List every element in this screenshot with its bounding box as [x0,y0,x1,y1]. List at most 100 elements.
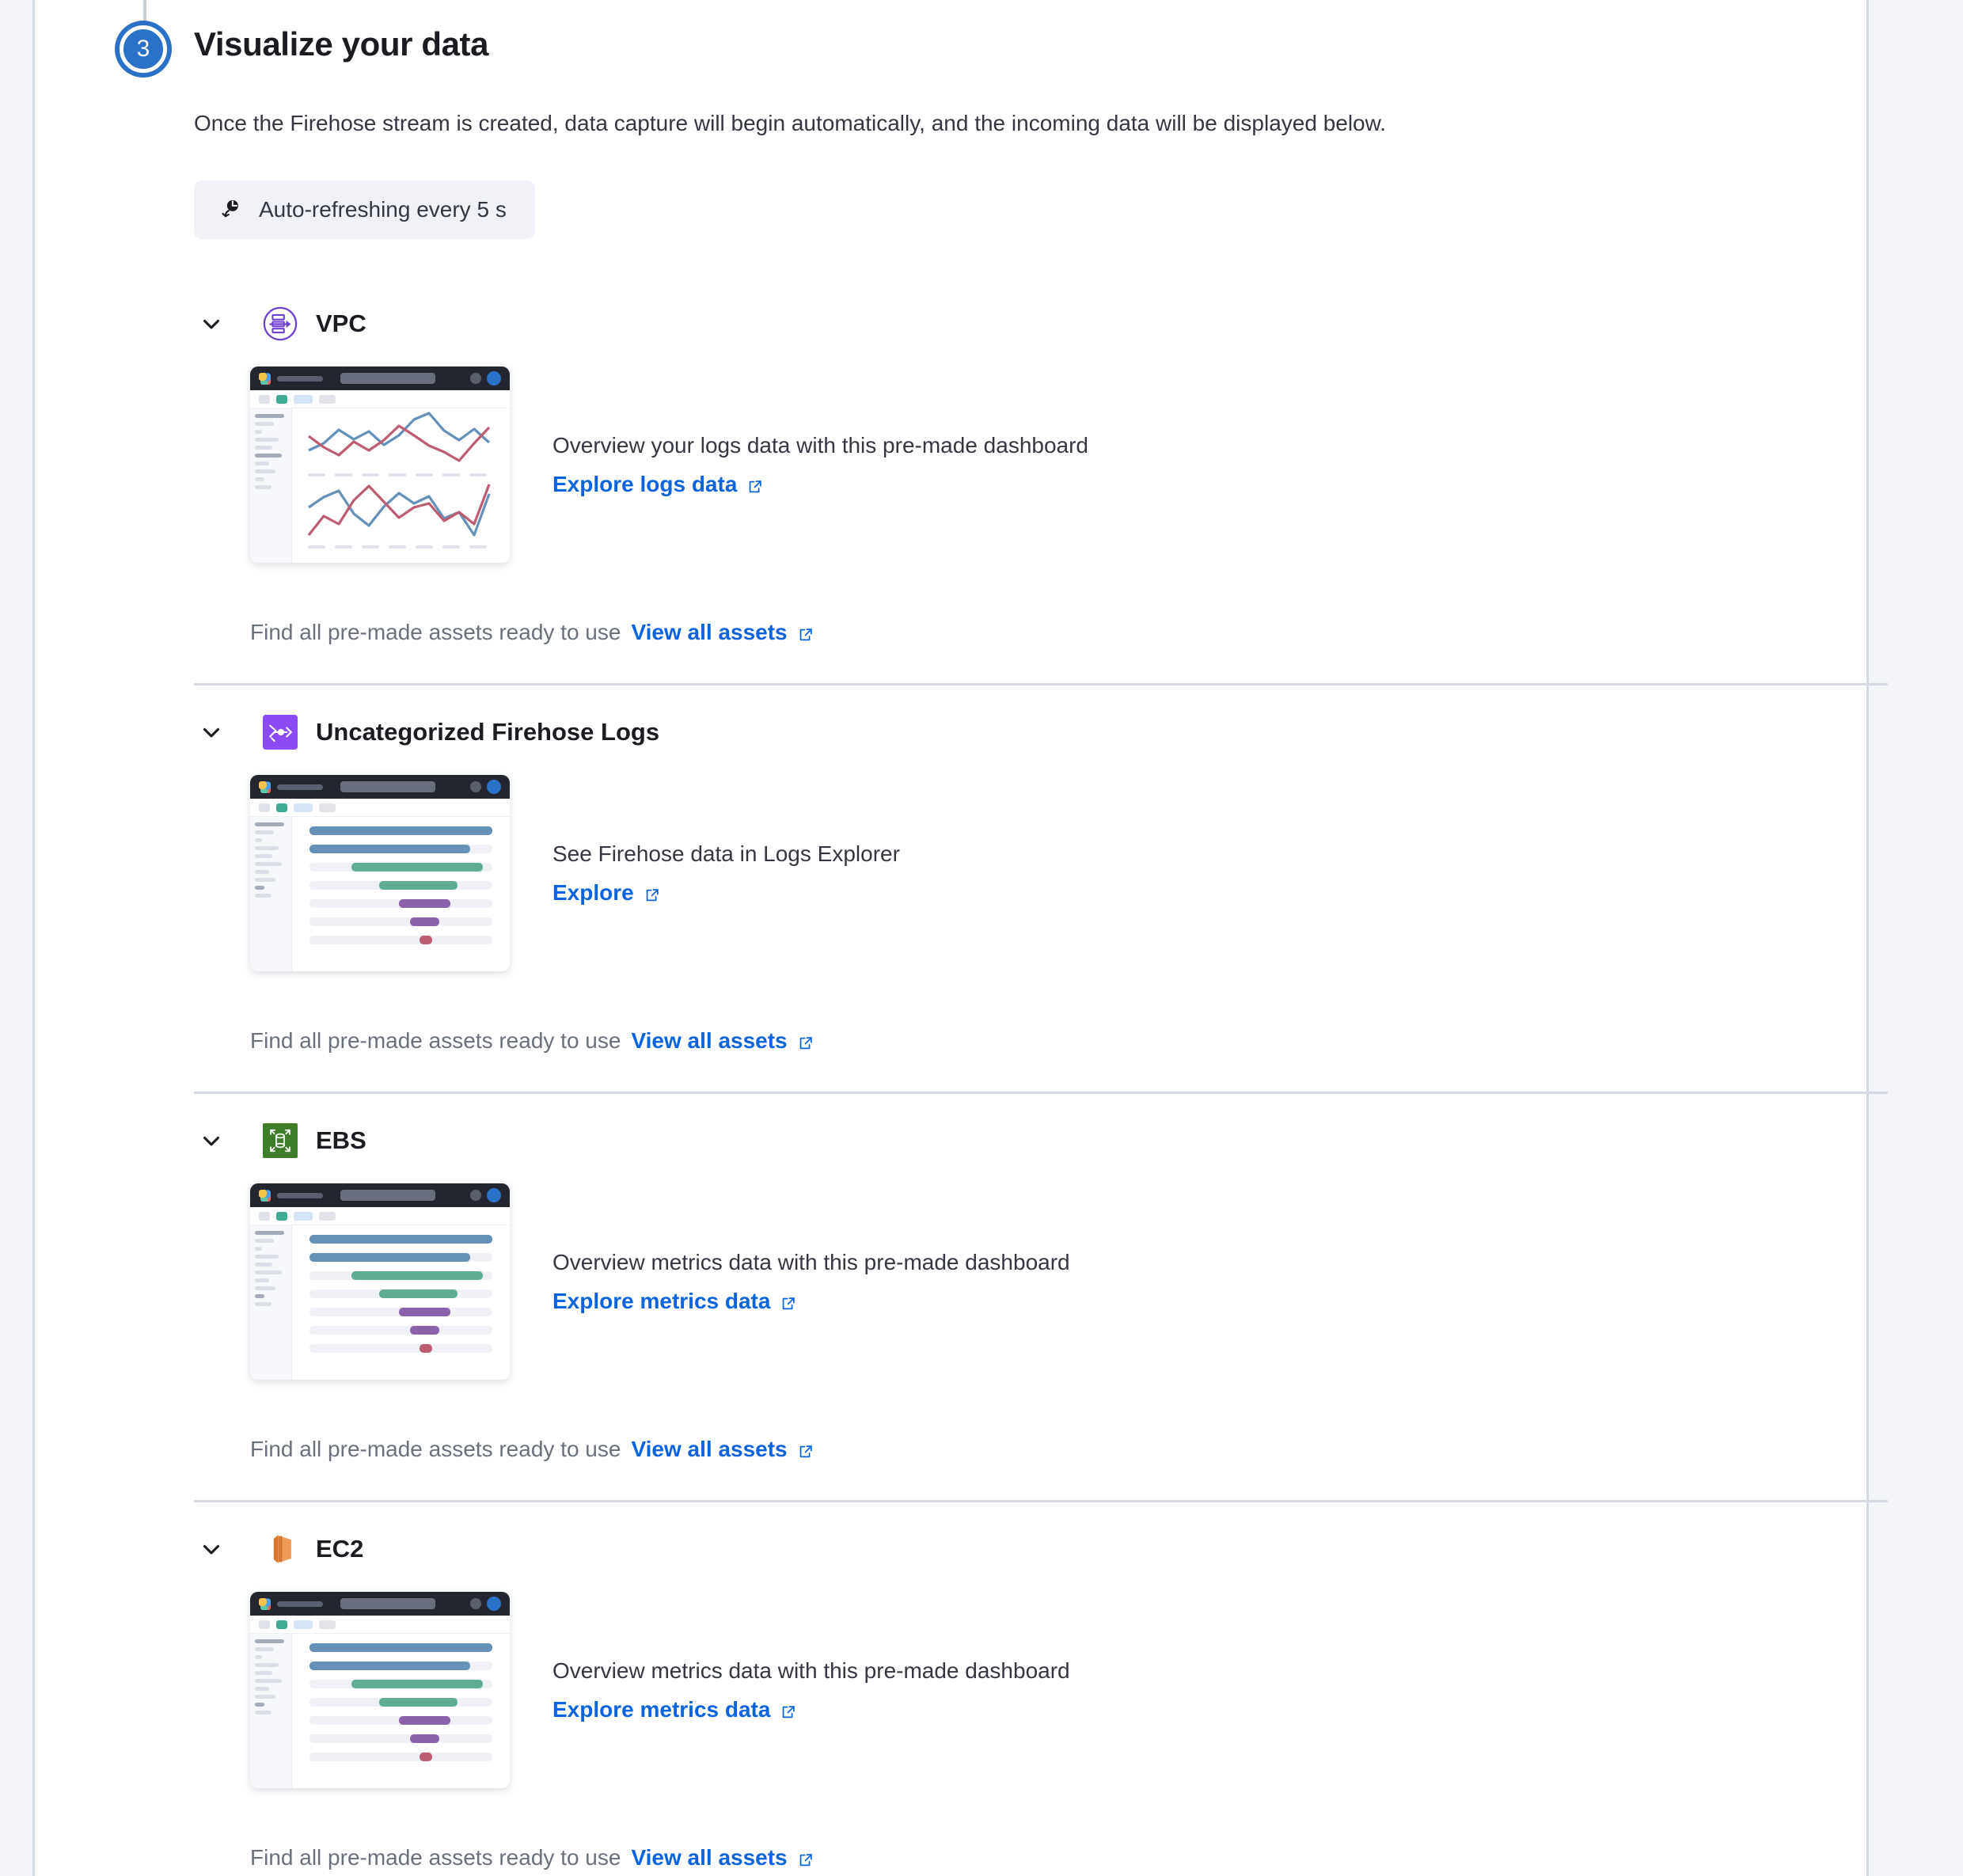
thumb-chart-canvas [292,1225,510,1380]
chevron-down-icon[interactable] [194,715,229,750]
thumb-chart-canvas [292,408,510,563]
assets-footer-vpc: Find all pre-made assets ready to use Vi… [250,620,814,645]
browser-logo-icon [259,780,271,793]
titlebar-dot-blue [487,371,501,385]
sidebar-placeholder-bar [255,1255,279,1259]
toolbar-chip [259,1211,270,1221]
sidebar-placeholder-bar [255,1247,262,1251]
ec2-instance-icon [262,1531,298,1567]
sidebar-placeholder-bar [255,878,275,882]
view-all-assets-link[interactable]: View all assets [631,1028,814,1054]
bar-row [309,1326,492,1335]
sidebar-placeholder-bar [255,454,282,458]
titlebar-search-bar [340,1190,435,1201]
bar-row [309,863,492,872]
dashboard-thumbnail-ebs[interactable] [250,1183,510,1380]
section-header-ec2[interactable]: EC2 [194,1530,363,1568]
sparkline-charts [307,412,491,549]
sidebar-placeholder-bar [255,1239,274,1243]
dashboard-thumbnail-vpc[interactable] [250,366,510,563]
thumb-titlebar [250,366,510,390]
sidebar-placeholder-bar [255,1278,269,1282]
chevron-down-icon[interactable] [194,1532,229,1566]
titlebar-search-bar [340,1598,435,1609]
sidebar-placeholder-bar [255,1263,273,1266]
dashboard-thumbnail-firehose[interactable] [250,775,510,971]
explore-link-ec2[interactable]: Explore metrics data [552,1697,1070,1722]
sidebar-placeholder-bar [255,1655,262,1659]
section-body-ec2: Overview metrics data with this pre-made… [250,1592,1070,1788]
sidebar-placeholder-bar [255,485,271,489]
bar-row [309,1643,492,1652]
section-divider [194,683,1888,685]
explore-link-ebs[interactable]: Explore metrics data [552,1289,1070,1314]
assets-footer-text: Find all pre-made assets ready to use [250,1845,621,1870]
sidebar-placeholder-bar [255,461,269,465]
browser-logo-icon [259,372,271,385]
toolbar-chip [319,1620,336,1629]
titlebar-search-bar [340,373,435,384]
bar-row [309,1661,492,1670]
assets-footer-ebs: Find all pre-made assets ready to use Vi… [250,1437,814,1462]
sidebar-placeholder-bar [255,477,264,481]
bar-row [309,899,492,908]
toolbar-chip [294,394,313,404]
section-body-firehose: See Firehose data in Logs Explorer Explo… [250,775,900,971]
section-header-vpc[interactable]: VPC [194,305,366,343]
thumb-toolbar [250,390,510,408]
step-number: 3 [136,36,150,62]
toolbar-chip [276,1211,287,1221]
toolbar-chip [319,1211,336,1221]
section-title: EBS [316,1126,366,1154]
chevron-down-icon[interactable] [194,306,229,341]
section-header-firehose[interactable]: Uncategorized Firehose Logs [194,713,659,751]
bar-row [309,936,492,944]
titlebar-pill [277,784,323,790]
external-link-icon [797,624,814,641]
explore-link-label: Explore metrics data [552,1697,771,1722]
explore-link-vpc[interactable]: Explore logs data [552,472,1088,497]
titlebar-dots [470,1188,501,1202]
toolbar-chip [276,1620,287,1629]
thumb-titlebar [250,1592,510,1616]
view-all-assets-link[interactable]: View all assets [631,1845,814,1870]
sidebar-placeholder-bar [255,1639,284,1643]
view-all-assets-link[interactable]: View all assets [631,620,814,645]
section-header-ebs[interactable]: EBS [194,1122,366,1160]
thumb-main [250,817,510,971]
dashboard-thumbnail-ec2[interactable] [250,1592,510,1788]
browser-logo-icon [259,1597,271,1610]
toolbar-chip [276,803,287,812]
thumb-sidebar [250,817,292,971]
thumb-sidebar [250,408,292,563]
titlebar-search-bar [340,781,435,792]
vpc-flow-logs-icon [262,306,298,342]
bar-row [309,1289,492,1298]
thumb-titlebar [250,775,510,799]
section-description-firehose: See Firehose data in Logs Explorer Explo… [552,775,900,906]
auto-refresh-badge[interactable]: Auto-refreshing every 5 s [194,180,535,239]
assets-footer-text: Find all pre-made assets ready to use [250,620,621,644]
toolbar-chip [259,394,270,404]
section-description-ebs: Overview metrics data with this pre-made… [552,1183,1070,1314]
explore-link-firehose[interactable]: Explore [552,880,900,906]
sidebar-placeholder-bar [255,886,264,890]
description-text: Overview metrics data with this pre-made… [552,1250,1070,1274]
bar-row [309,1271,492,1280]
chevron-down-icon[interactable] [194,1123,229,1158]
external-link-icon [780,1701,797,1718]
step-badge-ring [120,25,167,73]
assets-footer-firehose: Find all pre-made assets ready to use Vi… [250,1028,814,1054]
sidebar-placeholder-bar [255,862,282,866]
view-all-assets-label: View all assets [631,1437,788,1461]
bar-row [309,1235,492,1244]
browser-logo-icon [259,1189,271,1202]
titlebar-dot-blue [487,780,501,794]
sidebar-placeholder-bar [255,1302,271,1306]
view-all-assets-link[interactable]: View all assets [631,1437,814,1462]
titlebar-dot-blue [487,1188,501,1202]
intro-text: Once the Firehose stream is created, dat… [194,111,1387,135]
toolbar-chip [294,1620,313,1629]
sidebar-placeholder-bar [255,414,284,418]
